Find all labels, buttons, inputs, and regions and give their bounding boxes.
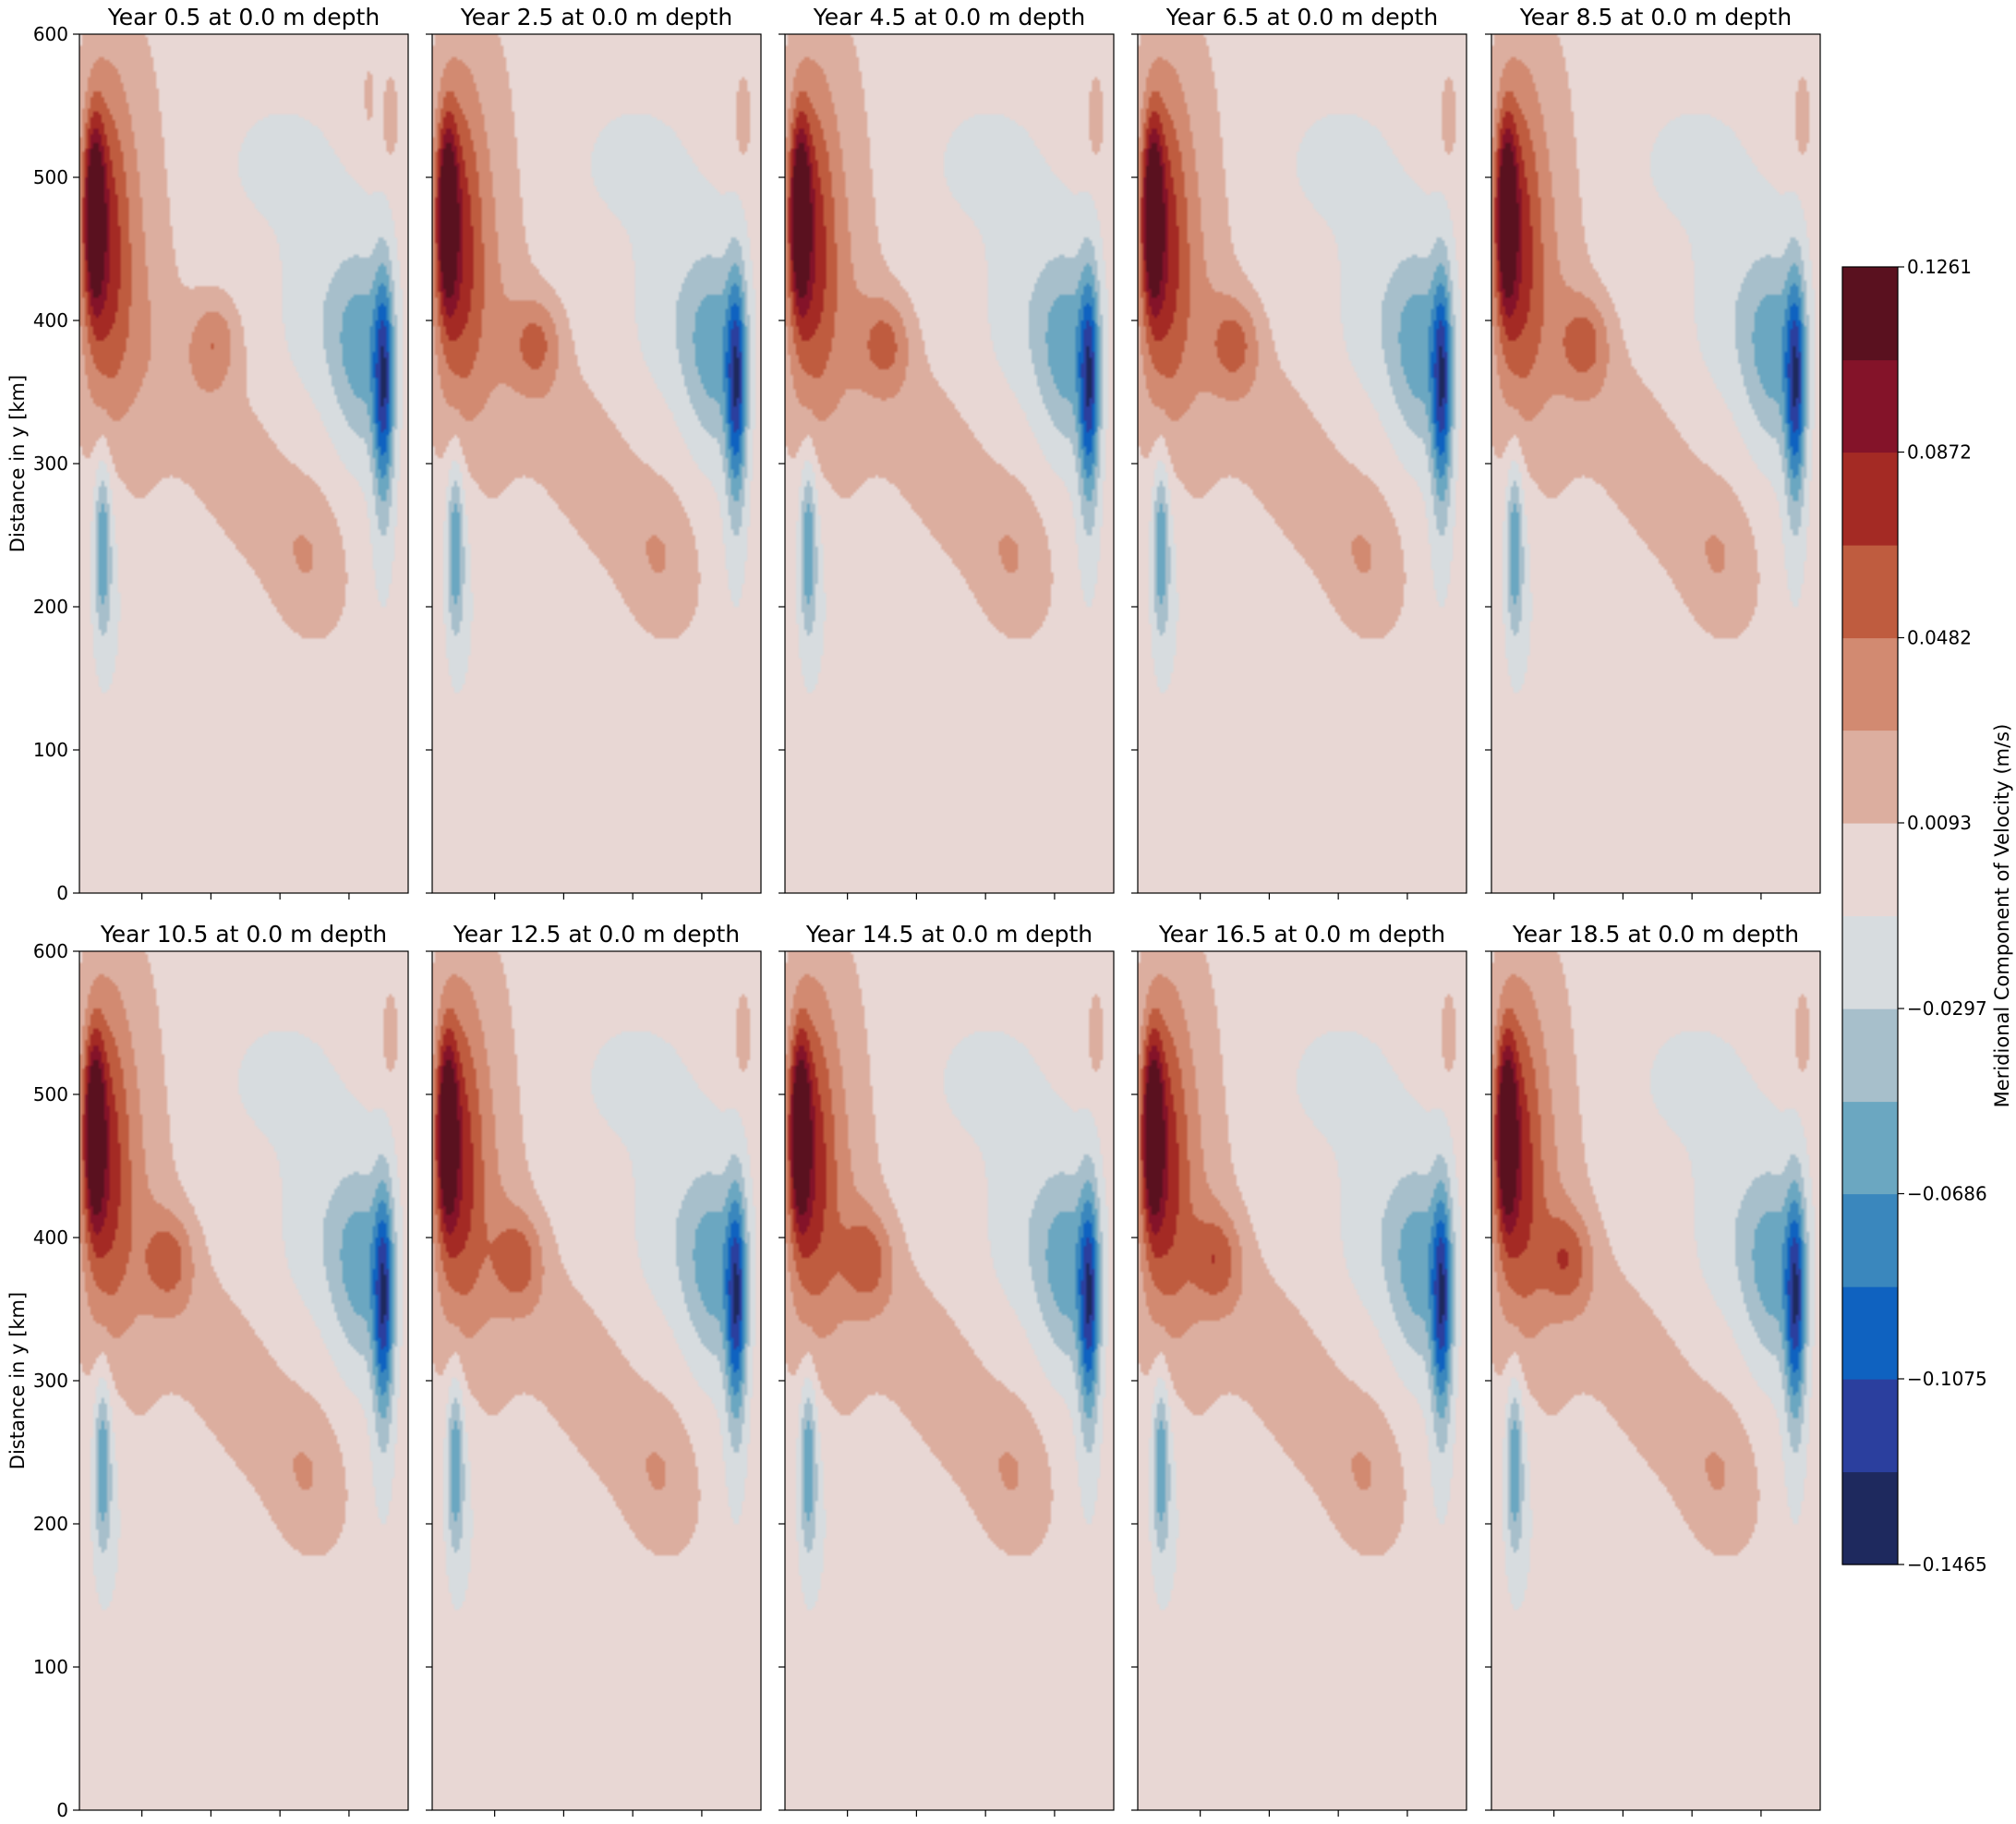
colorbar-segment xyxy=(1842,1286,1898,1380)
y-tick-label: 200 xyxy=(33,1513,68,1535)
contour-field xyxy=(1138,34,1467,893)
panel-title: Year 10.5 at 0.0 m depth xyxy=(100,921,387,948)
colorbar-tick-label: −0.1075 xyxy=(1907,1368,1987,1390)
panel-title: Year 4.5 at 0.0 m depth xyxy=(813,4,1085,30)
colorbar-tick-label: −0.1465 xyxy=(1907,1553,1987,1576)
contour-field xyxy=(1138,951,1467,1810)
panel-title: Year 2.5 at 0.0 m depth xyxy=(460,4,732,30)
y-tick-label: 400 xyxy=(33,309,68,332)
colorbar-segment xyxy=(1842,915,1898,1009)
panel: Year 2.5 at 0.0 m depth xyxy=(426,4,762,900)
colorbar-segment xyxy=(1842,1471,1898,1565)
panel: Year 8.5 at 0.0 m depth xyxy=(1485,4,1821,900)
y-axis-label: Distance in y [km] xyxy=(6,375,29,552)
colorbar-label: Meridional Component of Velocity (m/s) xyxy=(1991,724,2013,1108)
y-tick-label: 200 xyxy=(33,596,68,618)
panel-title: Year 0.5 at 0.0 m depth xyxy=(107,4,380,30)
colorbar-tick-label: 0.0872 xyxy=(1907,441,1972,463)
contour-field xyxy=(1491,951,1820,1810)
colorbar-segment xyxy=(1842,1378,1898,1473)
colorbar-tick-label: 0.0482 xyxy=(1907,627,1972,649)
panel-title: Year 14.5 at 0.0 m depth xyxy=(805,921,1093,948)
colorbar-segment xyxy=(1842,1193,1898,1287)
colorbar-segment xyxy=(1842,452,1898,546)
panel-title: Year 8.5 at 0.0 m depth xyxy=(1519,4,1792,30)
y-tick-label: 600 xyxy=(33,23,68,45)
colorbar-segment xyxy=(1842,637,1898,731)
panel: Year 0.5 at 0.0 m depth 0 100 200 300 400 500 6… xyxy=(33,4,409,904)
y-tick-label: 500 xyxy=(33,1083,68,1105)
colorbar-tick-label: 0.1261 xyxy=(1907,256,1972,278)
panel: Year 18.5 at 0.0 m depth xyxy=(1485,921,1821,1817)
contour-field xyxy=(432,34,761,893)
panel-title: Year 18.5 at 0.0 m depth xyxy=(1512,921,1799,948)
colorbar-tick-label: 0.0093 xyxy=(1907,812,1972,834)
colorbar-segment xyxy=(1842,730,1898,824)
panel-title: Year 16.5 at 0.0 m depth xyxy=(1158,921,1445,948)
y-axis-labels: Distance in y [km] Distance in y [km] xyxy=(6,375,29,1469)
colorbar-segment xyxy=(1842,1101,1898,1195)
panel-title: Year 6.5 at 0.0 m depth xyxy=(1165,4,1438,30)
contour-field xyxy=(1491,34,1820,893)
contour-field xyxy=(785,951,1114,1810)
y-tick-label: 0 xyxy=(56,882,68,904)
colorbar: 0.1261 0.0872 0.0482 0.0093 −0.0297 −0.0686 −0… xyxy=(1841,256,2013,1576)
panel: Year 12.5 at 0.0 m depth xyxy=(426,921,762,1817)
y-tick-label: 100 xyxy=(33,1656,68,1678)
y-tick-label: 0 xyxy=(56,1799,68,1821)
panel: Year 10.5 at 0.0 m depth 0 100 200 300 400 500… xyxy=(33,921,409,1821)
panel-title: Year 12.5 at 0.0 m depth xyxy=(453,921,740,948)
contour-field xyxy=(785,34,1114,893)
colorbar-tick-label: −0.0686 xyxy=(1907,1182,1987,1204)
y-tick-label: 300 xyxy=(33,1370,68,1392)
contour-field xyxy=(79,34,408,893)
colorbar-segment xyxy=(1842,822,1898,917)
colorbar-segment xyxy=(1842,1009,1898,1103)
colorbar-tick-label: −0.0297 xyxy=(1907,997,1987,1020)
panel: Year 4.5 at 0.0 m depth xyxy=(779,4,1115,900)
panels-group: Year 0.5 at 0.0 m depth 0 100 200 300 400 500 6… xyxy=(33,4,1821,1821)
y-axis-label: Distance in y [km] xyxy=(6,1292,29,1469)
colorbar-segment xyxy=(1842,359,1898,453)
colorbar-segment xyxy=(1842,544,1898,639)
y-tick-label: 400 xyxy=(33,1226,68,1249)
contour-field xyxy=(432,951,761,1810)
panel: Year 6.5 at 0.0 m depth xyxy=(1131,4,1467,900)
panel: Year 14.5 at 0.0 m depth xyxy=(779,921,1115,1817)
contour-field xyxy=(79,951,408,1810)
y-tick-label: 500 xyxy=(33,166,68,188)
y-tick-label: 600 xyxy=(33,940,68,962)
y-tick-label: 300 xyxy=(33,453,68,475)
panel: Year 16.5 at 0.0 m depth xyxy=(1131,921,1467,1817)
colorbar-frame xyxy=(1841,266,1899,1565)
y-tick-label: 100 xyxy=(33,739,68,761)
colorbar-segment xyxy=(1842,267,1898,361)
